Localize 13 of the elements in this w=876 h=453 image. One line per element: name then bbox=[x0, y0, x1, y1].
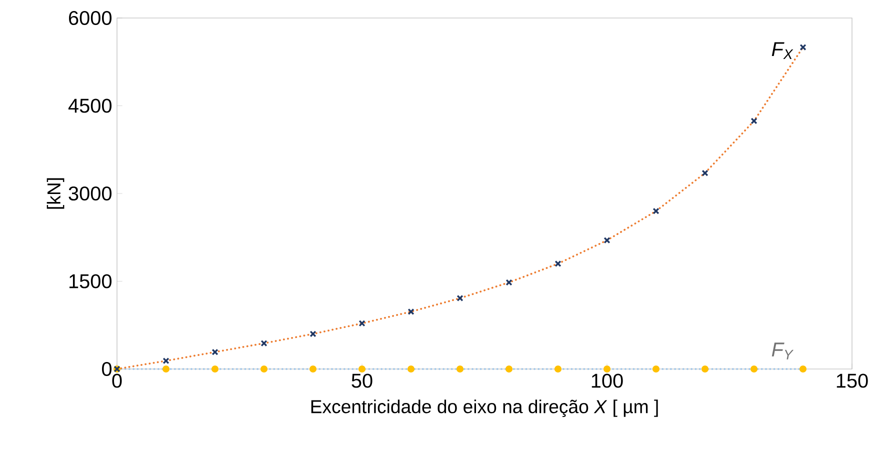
series-label: F$_{X}$ bbox=[772, 42, 794, 59]
y-axis-title: [kN] bbox=[46, 178, 64, 209]
x-tick-label: 100 bbox=[592, 374, 623, 388]
y-tick-label: 3000 bbox=[68, 186, 112, 201]
series-label: F$_{Y}$ bbox=[772, 342, 794, 360]
y-tick-label: 6000 bbox=[69, 10, 112, 26]
y-tick-label: 4500 bbox=[68, 98, 112, 113]
y-tick-label: 0 bbox=[102, 362, 112, 376]
x-axis-title: Excentricidade do eixo na direção X [ µm ] bbox=[311, 400, 658, 417]
x-tick-label: 50 bbox=[352, 374, 372, 388]
y-tick-label: 1500 bbox=[70, 274, 112, 288]
x-tick-label: 150 bbox=[836, 374, 868, 388]
x-tick-label: 0 bbox=[112, 374, 122, 388]
